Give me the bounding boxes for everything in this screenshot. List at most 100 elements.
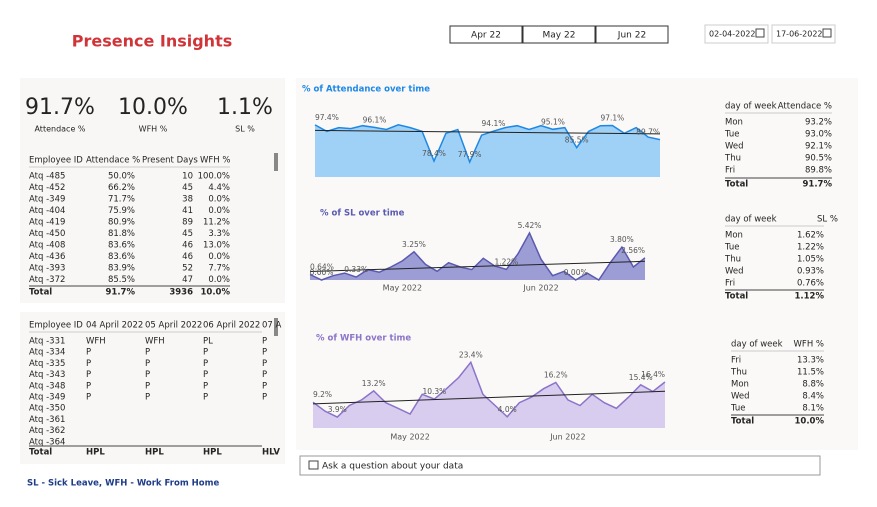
cell: 90.5% <box>805 154 832 164</box>
scrollbar[interactable] <box>274 318 278 336</box>
date-input[interactable] <box>704 24 769 44</box>
data-label: 16.2% <box>544 371 568 380</box>
total-cell: 3936 <box>169 288 193 298</box>
cell: Atq -419 <box>29 218 65 228</box>
cell: Mon <box>731 380 749 390</box>
chart-title: % of WFH over time <box>316 334 411 344</box>
cell: 1.62% <box>797 231 824 241</box>
data-label: 5.42% <box>518 221 542 230</box>
cell: 52 <box>182 264 193 274</box>
cell: Atq -362 <box>29 426 65 436</box>
cell: 93.0% <box>805 130 832 140</box>
area <box>315 124 660 177</box>
data-label: 3.9% <box>328 405 347 414</box>
cell: 83.9% <box>108 264 135 274</box>
panel <box>20 312 285 464</box>
kpi-label: Attendace % <box>34 125 85 134</box>
cell: 75.9% <box>108 206 135 216</box>
cell: P <box>145 370 150 380</box>
cell: 4.4% <box>208 183 230 193</box>
data-label: 23.4% <box>459 350 483 359</box>
cell: Atq -404 <box>29 206 65 216</box>
data-label: 3.25% <box>402 240 426 249</box>
month-button[interactable] <box>595 25 669 44</box>
chart-title: % of Attendance over time <box>302 85 430 95</box>
cell: Atq -331 <box>29 337 65 347</box>
cell: 0.93% <box>797 267 824 277</box>
cell: Atq -350 <box>29 404 65 414</box>
line <box>312 360 666 419</box>
qna-box[interactable] <box>299 455 821 476</box>
cell: 1.05% <box>797 255 824 265</box>
cell: Atq -335 <box>29 359 65 369</box>
column-header: 04 April 2022 <box>86 321 143 331</box>
data-label: 0.64% <box>310 262 334 271</box>
date-input[interactable] <box>771 24 836 44</box>
kpi-value: 1.1% <box>217 95 273 120</box>
cell: P <box>203 393 208 403</box>
total-cell: 10.0% <box>201 288 231 298</box>
cell: P <box>145 393 150 403</box>
month-button[interactable] <box>522 25 596 44</box>
cell: 38 <box>182 195 193 205</box>
cell: Thu <box>724 154 741 164</box>
cell: 81.8% <box>108 229 135 239</box>
month-label: Jun 22 <box>617 31 646 41</box>
data-label: 89.7% <box>636 128 660 137</box>
scrollbar[interactable] <box>274 153 278 171</box>
cell: 83.6% <box>108 252 135 262</box>
cell: P <box>262 370 267 380</box>
cell: 13.0% <box>203 241 230 251</box>
cell: 46 <box>182 241 193 251</box>
cell: 83.6% <box>108 241 135 251</box>
cell: P <box>203 381 208 391</box>
column-header: WFH % <box>200 156 230 166</box>
cell: Atq -361 <box>29 415 65 425</box>
cell: 11.2% <box>203 218 230 228</box>
cell: P <box>203 370 208 380</box>
cell: P <box>86 370 91 380</box>
kpi-value: 91.7% <box>25 95 95 120</box>
cell: P <box>86 381 91 391</box>
trend-line <box>309 260 646 272</box>
cell: 0.0% <box>208 195 230 205</box>
cell: P <box>262 381 267 391</box>
column-header: 06 April 2022 <box>203 321 260 331</box>
cell: 89.8% <box>805 166 832 176</box>
total-cell: Total <box>731 417 754 427</box>
line <box>309 231 646 282</box>
column-header: Employee ID <box>29 321 83 331</box>
cell: Mon <box>725 118 743 128</box>
footer: SL - Sick Leave, WFH - Work From Home <box>27 479 219 489</box>
cell: 7.7% <box>208 264 230 274</box>
cell: P <box>203 359 208 369</box>
cell: Thu <box>730 368 747 378</box>
cell: 89 <box>182 218 193 228</box>
kpi-value: 10.0% <box>118 95 188 120</box>
cell: 0.0% <box>208 275 230 285</box>
data-label: 97.4% <box>315 113 339 122</box>
cell: 46 <box>182 252 193 262</box>
column-header: day of week <box>725 215 777 225</box>
cell: 47 <box>182 275 193 285</box>
total-cell: 10.0% <box>795 417 825 427</box>
column-header: Attendace % <box>86 156 140 166</box>
month-label: Apr 22 <box>471 31 501 41</box>
column-header: day of week <box>731 340 783 350</box>
cell: Wed <box>725 142 744 152</box>
cell: 100.0% <box>198 172 230 182</box>
cell: WFH <box>86 337 106 347</box>
cell: Atq -334 <box>29 348 65 358</box>
data-label: 0.00% <box>564 268 588 277</box>
data-label: 77.9% <box>458 150 482 159</box>
data-label: 3.80% <box>610 235 634 244</box>
cell: Fri <box>731 356 741 366</box>
cell: Atq -343 <box>29 370 65 380</box>
month-button[interactable] <box>449 25 523 44</box>
cell: 8.8% <box>802 380 824 390</box>
x-tick-label: May 2022 <box>390 433 429 442</box>
cell: P <box>145 359 150 369</box>
data-label: 97.1% <box>600 114 624 123</box>
column-header: Present Days <box>142 156 198 166</box>
